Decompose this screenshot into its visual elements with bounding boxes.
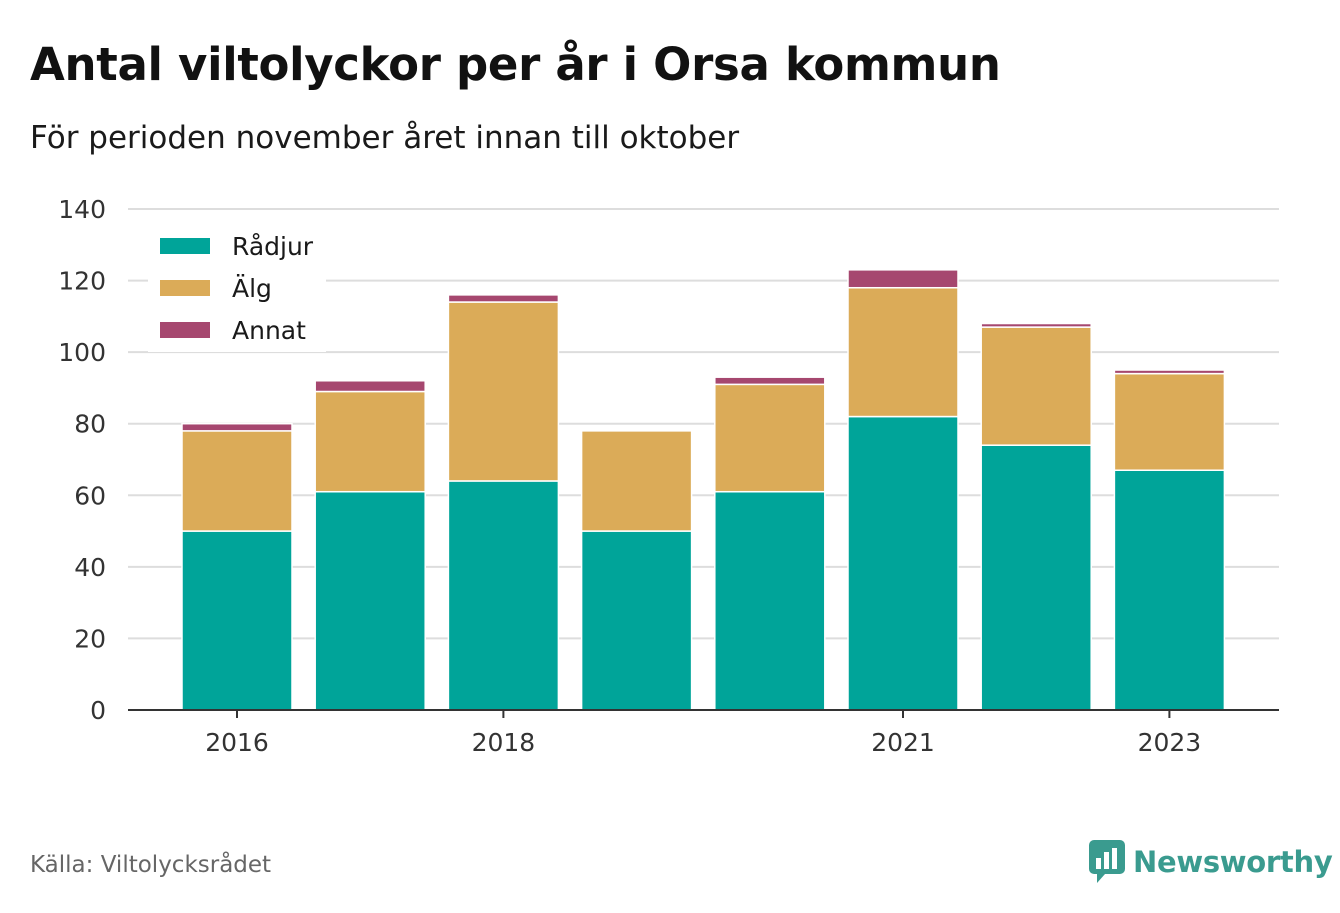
bar-segment-rådjur[interactable] [980, 444, 1092, 711]
y-tick-label: 120 [58, 267, 106, 296]
legend: Rådjur Älg Annat [148, 222, 326, 352]
bar-segment-rådjur[interactable] [314, 490, 426, 711]
legend-swatch [160, 238, 210, 254]
bar-segment-rådjur[interactable] [447, 480, 560, 711]
x-tick-label: 2018 [472, 728, 536, 757]
bar-segment-rådjur[interactable] [1113, 469, 1226, 711]
bars [181, 269, 1226, 711]
source-note: Källa: Viltolycksrådet [30, 852, 272, 878]
y-tick-label: 0 [90, 696, 106, 725]
bar-segment-annat[interactable] [314, 380, 426, 393]
y-tick-label: 100 [58, 338, 106, 367]
bar-segment-annat[interactable] [447, 294, 560, 303]
bar-segment-älg[interactable] [580, 430, 693, 532]
x-tick-label: 2023 [1138, 728, 1202, 757]
brand-name: Newsworthy [1133, 845, 1333, 879]
bar-segment-rådjur[interactable] [580, 530, 693, 711]
legend-label: Älg [232, 274, 272, 303]
y-tick-label: 140 [58, 195, 106, 224]
bar-segment-älg[interactable] [847, 286, 959, 418]
bar-segment-rådjur[interactable] [847, 415, 959, 711]
legend-label: Annat [232, 316, 306, 345]
brand-logo[interactable]: Newsworthy [1089, 840, 1333, 884]
bar-segment-rådjur[interactable] [181, 530, 293, 711]
legend-swatch [160, 322, 210, 338]
newsworthy-logo-icon [1089, 840, 1125, 883]
bar-segment-annat[interactable] [980, 322, 1092, 328]
bar-segment-älg[interactable] [980, 326, 1092, 446]
bar-segment-annat[interactable] [1113, 369, 1226, 375]
legend-swatch [160, 280, 210, 296]
bar-segment-älg[interactable] [181, 430, 293, 532]
x-tick-label: 2021 [871, 728, 935, 757]
bar-segment-rådjur[interactable] [714, 490, 826, 711]
bar-segment-älg[interactable] [447, 301, 560, 482]
bar-segment-annat[interactable] [714, 376, 826, 386]
y-tick-label: 20 [74, 624, 106, 653]
chart-title: Antal viltolyckor per år i Orsa kommun [30, 38, 1001, 91]
bar-segment-annat[interactable] [181, 422, 293, 432]
bar-segment-älg[interactable] [714, 383, 826, 493]
bar-segment-annat[interactable] [847, 269, 959, 289]
bar-segment-älg[interactable] [1113, 372, 1226, 471]
y-tick-label: 60 [74, 481, 106, 510]
legend-label: Rådjur [232, 232, 314, 261]
x-tick-label: 2016 [205, 728, 269, 757]
y-tick-label: 80 [74, 410, 106, 439]
bar-segment-älg[interactable] [314, 390, 426, 493]
chart-subtitle: För perioden november året innan till ok… [30, 120, 740, 156]
axes: 0 20 40 60 80 100 120 140 2016 2018 2021 2023 [58, 195, 1279, 757]
y-tick-label: 40 [74, 553, 106, 582]
